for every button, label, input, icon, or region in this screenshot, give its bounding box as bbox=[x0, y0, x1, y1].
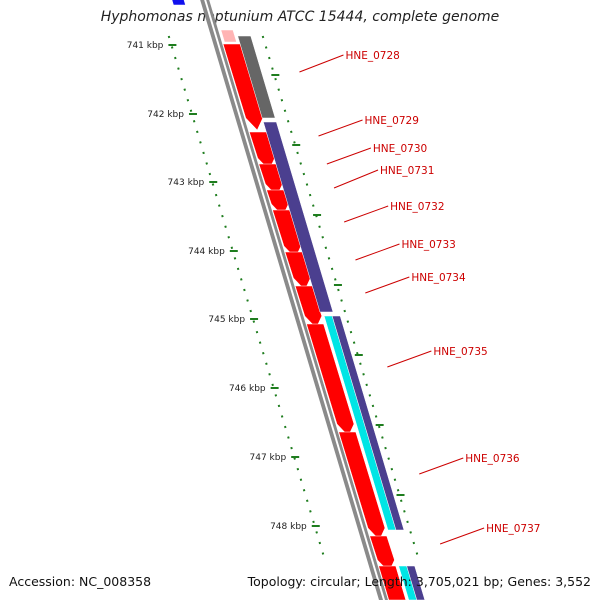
gene-leader-line bbox=[419, 457, 464, 475]
feature-blue-top bbox=[171, 0, 186, 6]
gene-label[interactable]: HNE_0730 bbox=[373, 143, 427, 155]
gene-label[interactable]: HNE_0737 bbox=[486, 523, 540, 535]
gene-label[interactable]: HNE_0732 bbox=[390, 201, 444, 213]
accession-text: Accession: NC_008358 bbox=[9, 574, 152, 589]
tick-marks: 741 kbp 742 kbp 743 kbp 744 kbp 745 kbp 746 k… bbox=[127, 41, 405, 532]
backbone-inner bbox=[204, 0, 385, 600]
protein-track-blue bbox=[263, 121, 334, 313]
tick-label: 742 kbp bbox=[147, 110, 184, 120]
gene-label[interactable]: HNE_0733 bbox=[401, 239, 455, 251]
tick-label: 741 kbp bbox=[127, 41, 164, 51]
gene-label[interactable]: HNE_0731 bbox=[380, 165, 434, 177]
gene-label[interactable]: HNE_0729 bbox=[365, 115, 419, 127]
gene-leader-line bbox=[355, 243, 400, 261]
gene-leader-line bbox=[333, 169, 379, 189]
gene-labels: HNE_0728 HNE_0729 HNE_0730 HNE_0731 HNE_0732… bbox=[299, 50, 540, 545]
gene-leader-line bbox=[326, 147, 372, 165]
cds-feature bbox=[284, 251, 311, 291]
genome-title: Hyphomonas neptunium ATCC 15444, complet… bbox=[100, 9, 500, 25]
cds-feature bbox=[378, 565, 407, 600]
map-backbone bbox=[200, 0, 388, 600]
cds-feature bbox=[222, 43, 264, 131]
gene-label[interactable]: HNE_0735 bbox=[433, 346, 487, 358]
feature-tracks bbox=[171, 0, 426, 600]
gene-label[interactable]: HNE_0734 bbox=[411, 272, 466, 284]
tick-label: 745 kbp bbox=[208, 315, 245, 325]
cds-feature bbox=[338, 431, 386, 541]
tick-label: 743 kbp bbox=[168, 178, 205, 188]
gene-leader-line bbox=[343, 205, 389, 223]
cds-feature bbox=[306, 323, 355, 437]
backbone-outer bbox=[200, 0, 388, 600]
tick-label: 748 kbp bbox=[270, 522, 307, 532]
tick-label: 744 kbp bbox=[188, 247, 225, 257]
protein-track-gray bbox=[237, 35, 276, 119]
gene-leader-line bbox=[387, 350, 432, 368]
gene-label[interactable]: HNE_0736 bbox=[465, 453, 520, 465]
genome-summary-text: Topology: circular; Length: 3,705,021 bp… bbox=[247, 574, 591, 589]
tick-label: 747 kbp bbox=[250, 453, 287, 463]
gene-leader-line bbox=[299, 54, 344, 73]
cds-feature-faded bbox=[220, 29, 237, 43]
gene-leader-line bbox=[318, 119, 363, 137]
gene-leader-line bbox=[365, 276, 410, 294]
gene-leader-line bbox=[439, 527, 485, 545]
protein-track-cyan bbox=[398, 565, 418, 600]
protein-track-blue bbox=[331, 315, 405, 531]
protein-track-blue bbox=[406, 565, 426, 600]
tick-label: 746 kbp bbox=[229, 384, 266, 394]
gene-label[interactable]: HNE_0728 bbox=[345, 50, 399, 62]
